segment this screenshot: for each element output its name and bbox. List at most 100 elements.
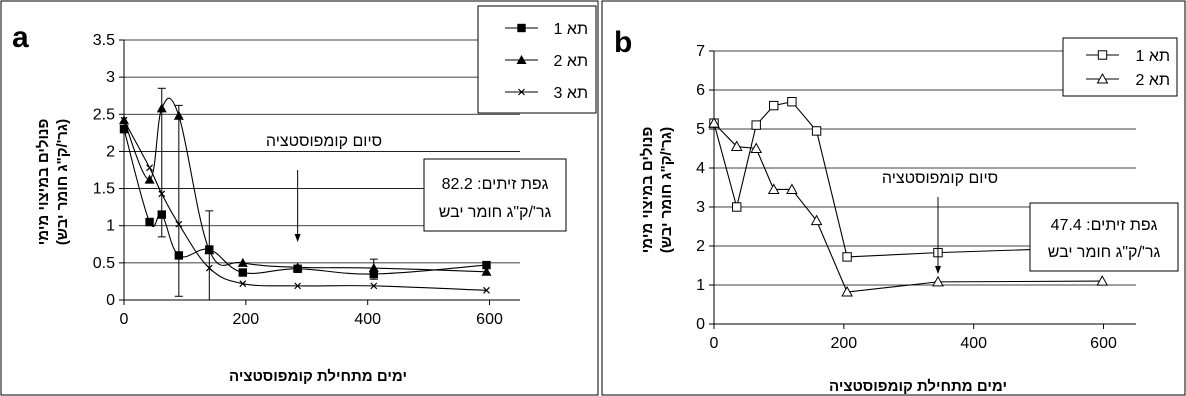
panel-b-series-1-point-1 — [730, 140, 743, 152]
panel-a-series-1-point-6 — [292, 262, 303, 272]
panel-b-plot: 0 1 2 3 4 5 6 7 0 200 400 600 — [696, 43, 1136, 352]
panel-b-ytick-label-6: 6 — [696, 82, 705, 99]
panel-b-series-1-point-0 — [708, 117, 720, 128]
panel-b-series-0-point-1 — [732, 202, 742, 212]
panel-a-xtick-label-3: 600 — [476, 311, 503, 328]
panel-a-ytick-label-6: 3 — [106, 69, 115, 86]
panel-b-ylabel-2: (גר'/ק"ג חומר יבש) — [658, 127, 675, 253]
panel-a-xtick-label-2: 400 — [354, 311, 381, 328]
panel-a-series-1-point-4 — [204, 245, 215, 255]
panel-b-frame — [601, 0, 1186, 396]
panel-a-series-0-point-3 — [174, 251, 184, 260]
panel-b-xtick-label-3: 600 — [1090, 335, 1117, 352]
panel-a-legend-item-0: תא 1 — [505, 21, 588, 38]
panel-a-ylabel-2: (גר'/ק"ג חומר יבש) — [54, 119, 71, 245]
panel-a-note-box: גפת זיתים: 82.2 גר'/ק"ג חומר יבש — [423, 158, 567, 232]
panel-a-xtick-label-1: 200 — [232, 311, 259, 328]
panel-b-series-1-point-4 — [786, 183, 798, 194]
panel-b-series-0-point-6 — [842, 252, 852, 262]
panel-b-ytick-label-5: 5 — [696, 121, 705, 138]
panel-a-ytick-label-2: 1 — [106, 218, 115, 235]
panel-a-series-1-point-1 — [144, 174, 155, 184]
panel-a-ytick-label-3: 1.5 — [93, 181, 115, 198]
panel-a-legend-label-2: תא 3 — [554, 85, 588, 102]
panel-a-error-bar-1 — [174, 104, 183, 297]
panel-b-ytick-label-3: 3 — [696, 199, 705, 216]
panel-a-frame — [0, 0, 599, 396]
panel-b-xtick-label-0: 0 — [710, 335, 719, 352]
panel-a-legend-label-1: תא 2 — [554, 53, 588, 70]
panel-a-ytick-label-0: 0 — [106, 292, 115, 309]
panel-b-xtick-label-2: 400 — [960, 335, 987, 352]
panel-a-series-0-point-7 — [369, 269, 378, 279]
panel-b-annotation-arrow — [934, 197, 941, 274]
panel-a-ytick-label-1: 0.5 — [93, 255, 115, 272]
panel-a-legend-item-2: תא 3 — [505, 85, 588, 102]
panel-b-note-line-1: גפת זיתים: 47.4 — [1051, 217, 1158, 234]
panel-a-note-line-1: גפת זיתים: 82.2 — [442, 176, 549, 193]
panel-b-ytick-label-2: 2 — [696, 238, 705, 255]
panel-a-series-0-point-0 — [119, 124, 129, 134]
panel-a-series-1-point-3 — [173, 110, 184, 120]
panel-a-series-0-point-5 — [238, 268, 247, 277]
panel-a-series-1-point-7 — [368, 263, 379, 273]
panel-b-annotation: סיום קומפוסטציה — [882, 170, 998, 187]
panel-a-series-0-point-8 — [482, 260, 491, 270]
panel-b-xtick-label-1: 200 — [830, 335, 857, 352]
panel-b-series-0-point-2 — [751, 120, 761, 130]
panel-a-series-2-point-2 — [158, 190, 166, 198]
panel-b-note-box: גפת זיתים: 47.4 גר'/ק"ג חומר יבש — [1029, 202, 1179, 272]
panel-a-series-0-point-1 — [145, 217, 154, 227]
panel-b-legend-swatch-marker-0 — [1097, 50, 1108, 60]
panel-a-xlabel: ימים מתחילת קומפוסטציה — [229, 368, 407, 385]
panel-a-xtick-label-0: 0 — [120, 311, 129, 328]
panel-b-series-1-point-2 — [750, 142, 763, 153]
panel-a-legend: תא 1 תא 2 תא 3 — [477, 5, 597, 114]
panel-a-series-2-point-6 — [294, 282, 302, 290]
panel-a-legend-swatch-marker-1 — [516, 55, 527, 64]
panel-b-series-1-point-5 — [810, 214, 823, 226]
panel-b-legend-swatch-marker-1 — [1096, 72, 1109, 84]
panel-b-series-0-point-5 — [811, 126, 822, 136]
panel-b-note-line-2: גר'/ק"ג חומר יבש — [1048, 244, 1161, 261]
panel-a-legend-item-1: תא 2 — [505, 53, 588, 70]
panel-b-legend-label-1: תא 2 — [1136, 72, 1170, 89]
panel-b-series-0-point-4 — [787, 97, 797, 107]
panel-b-ylabel-1: פנולים במיצוי מימי — [639, 127, 656, 253]
panel-b-ytick-label-4: 4 — [696, 160, 705, 177]
panel-a-ytick-label-5: 2.5 — [93, 106, 115, 123]
panel-b-legend-item-0: תא 1 — [1086, 48, 1170, 65]
panel-b-series-1-point-6 — [841, 285, 853, 297]
panel-b-xlabel: ימים מתחילת קומפוסטציה — [829, 378, 1007, 395]
panel-a-series-1-point-8 — [481, 266, 492, 276]
panel-a-annotation: סיום קומפוסטציה — [266, 133, 382, 150]
panel-a-series-2-point-5 — [239, 280, 247, 288]
panel-a-legend-label-0: תא 1 — [554, 21, 588, 38]
panel-b-letter: b — [614, 26, 632, 59]
panel-a-error-bar-2 — [205, 210, 214, 301]
panel-a-legend-swatch-marker-0 — [517, 23, 526, 33]
panel-a-series-1-point-2 — [156, 103, 167, 113]
panel-a-plot: 0 0.5 1 1.5 2 2.5 3 3.5 0 200 400 600 — [93, 32, 520, 328]
panel-a-ytick-label-7: 3.5 — [93, 32, 115, 49]
panel-a-series-0-point-2 — [157, 210, 166, 219]
panel-b-legend-item-1: תא 2 — [1086, 72, 1170, 89]
panel-a-legend-swatch-marker-2 — [518, 88, 525, 96]
panel-b-series-1-point-7 — [932, 275, 944, 287]
panel-a-series-2-point-0 — [120, 116, 128, 124]
panel-b-series-1-point-8 — [1096, 275, 1109, 286]
panel-a-note-line-2: גר'/ק"ג חומר יבש — [439, 204, 552, 221]
panel-b-legend-label-0: תא 1 — [1136, 48, 1170, 65]
panel-b-ytick-label-0: 0 — [696, 316, 705, 333]
panel-a-series-2-point-8 — [483, 286, 490, 294]
panel-a-letter: a — [12, 21, 29, 54]
panel-a-series-2-point-3 — [175, 220, 183, 228]
panel-b-ytick-label-1: 1 — [696, 277, 705, 294]
panel-b-series-0-point-3 — [769, 100, 779, 111]
panel-a-series-1-point-5 — [237, 257, 248, 267]
panel-b-legend: תא 1 תא 2 — [1062, 37, 1178, 97]
panel-a-annotation-arrow — [294, 170, 301, 242]
panel-a-ylabel-1: פנולים במיצוי מימי — [35, 119, 52, 245]
panel-b-ytick-label-7: 7 — [696, 43, 705, 60]
